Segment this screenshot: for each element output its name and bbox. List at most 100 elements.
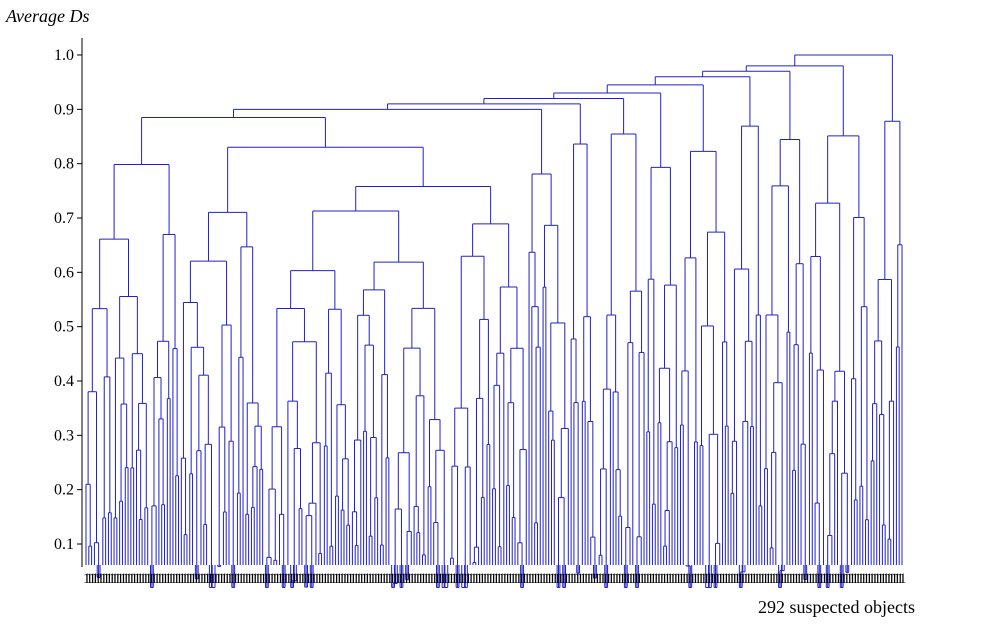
leaf-label: 1: [888, 571, 896, 587]
leaf-label: 1: [826, 571, 834, 587]
leaf-label: 1: [167, 571, 175, 587]
leaf-label: 1: [518, 571, 526, 587]
leaf-label: 1: [159, 571, 167, 587]
leaf-label: 1: [526, 571, 534, 587]
leaf-label: 1: [529, 571, 537, 587]
leaf-label: 1: [173, 571, 181, 587]
leaf-label: 1: [806, 571, 814, 587]
leaf-label: 1: [579, 571, 587, 587]
leaf-label: 1: [397, 571, 405, 587]
leaf-label: 1: [299, 571, 307, 587]
leaf-label: 1: [588, 571, 596, 587]
leaf-label: 1: [478, 571, 486, 587]
leaf-label: 1: [293, 571, 301, 587]
leaf-label: 1: [750, 571, 758, 587]
leaf-label: 1: [229, 571, 237, 587]
leaf-label: 1: [798, 571, 806, 587]
leaf-label: 1: [184, 571, 192, 587]
y-axis: 0.1 0.2 0.3 0.4 0.5 0.6 0.7 0.8 0.9 1.0: [54, 38, 83, 567]
y-tick-label: 0.9: [54, 101, 74, 118]
leaf-label: 1: [534, 571, 542, 587]
leaf-label: 1: [694, 571, 702, 587]
leaf-label: 1: [734, 571, 742, 587]
leaf-label: 1: [321, 571, 329, 587]
leaf-label: 1: [487, 571, 495, 587]
leaf-label: 1: [605, 571, 613, 587]
leaf-label: 1: [414, 571, 422, 587]
leaf-label: 1: [672, 571, 680, 587]
leaf-label: 1: [498, 571, 506, 587]
leaf-label: 1: [349, 571, 357, 587]
leaf-label: 1: [706, 571, 714, 587]
leaf-label: 1: [268, 571, 276, 587]
leaf-label: 1: [697, 571, 705, 587]
leaf-label: 1: [610, 571, 618, 587]
leaf-label: 1: [708, 571, 716, 587]
leaf-label: 1: [136, 571, 144, 587]
leaf-label: 1: [405, 571, 413, 587]
leaf-label: 1: [778, 571, 786, 587]
leaf-label: 1: [742, 571, 750, 587]
leaf-label: 1: [762, 571, 770, 587]
leaf-label: 1: [627, 571, 635, 587]
leaf-label: 1: [818, 571, 826, 587]
leaf-label: 1: [147, 571, 155, 587]
leaf-label: 1: [846, 571, 854, 587]
leaf-label: 1: [220, 571, 228, 587]
leaf-label: 1: [125, 571, 133, 587]
leaf-label: 1: [787, 571, 795, 587]
leaf-label: 1: [624, 571, 632, 587]
leaf-label: 1: [271, 571, 279, 587]
leaf-label: 1: [209, 571, 217, 587]
leaf-label: 1: [296, 571, 304, 587]
leaf-label: 1: [333, 571, 341, 587]
leaf-label: 1: [192, 571, 200, 587]
leaf-label: 1: [717, 571, 725, 587]
leaf-label: 1: [481, 571, 489, 587]
leaf-label: 1: [313, 571, 321, 587]
leaf-label: 1: [560, 571, 568, 587]
leaf-label: 1: [661, 571, 669, 587]
leaf-label: 1: [490, 571, 498, 587]
leaf-label: 1: [100, 571, 108, 587]
leaf-label: 1: [445, 571, 453, 587]
leaf-label: 1: [515, 571, 523, 587]
leaf-label: 1: [347, 571, 355, 587]
leaf-label: 1: [683, 571, 691, 587]
y-tick-label: 0.4: [54, 373, 74, 390]
leaf-label: 1: [94, 571, 102, 587]
leaf-label: 1: [885, 571, 893, 587]
leaf-label: 1: [899, 571, 907, 587]
leaf-label: 1: [204, 571, 212, 587]
leaf-label: 1: [801, 571, 809, 587]
leaf-label: 1: [307, 571, 315, 587]
leaf-label: 1: [470, 571, 478, 587]
leaf-label: 1: [731, 571, 739, 587]
leaf-label: 1: [305, 571, 313, 587]
leaf-label: 1: [274, 571, 282, 587]
leaf-label: 1: [557, 571, 565, 587]
leaf-label: 1: [641, 571, 649, 587]
leaf-label: 1: [820, 571, 828, 587]
leaf-label: 1: [677, 571, 685, 587]
leaf-label: 1: [563, 571, 571, 587]
y-tick-label: 0.7: [54, 210, 74, 227]
leaf-label: 1: [714, 571, 722, 587]
leaf-label: 1: [669, 571, 677, 587]
leaf-label: 1: [700, 571, 708, 587]
leaf-label: 1: [753, 571, 761, 587]
leaf-label: 1: [428, 571, 436, 587]
leaf-label: 1: [291, 571, 299, 587]
leaf-label: 1: [83, 571, 91, 587]
leaf-label: 1: [781, 571, 789, 587]
leaf-label: 1: [403, 571, 411, 587]
leaf-label: 1: [711, 571, 719, 587]
leaf-label: 1: [341, 571, 349, 587]
leaf-label: 1: [408, 571, 416, 587]
leaf-label: 1: [792, 571, 800, 587]
leaf-label: 1: [352, 571, 360, 587]
leaf-label: 1: [691, 571, 699, 587]
leaf-label: 1: [145, 571, 153, 587]
leaf-label: 1: [868, 571, 876, 587]
